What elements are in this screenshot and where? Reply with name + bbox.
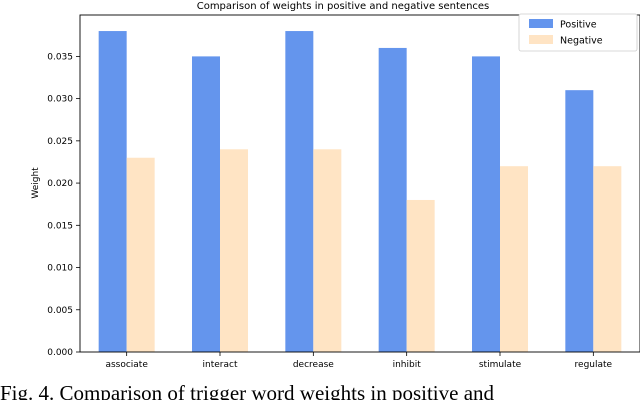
plot-area: 0.000 0.005 0.010 0.015 0.020 0.025 0.030 0.035… (47, 14, 640, 370)
bar-negative-stimulate (500, 166, 528, 352)
y-tick-label: 0.030 (47, 95, 73, 105)
y-tick-label: 0.020 (47, 179, 73, 189)
bar-positive-regulate (565, 90, 594, 353)
bar-negative-interact (220, 149, 248, 352)
bar-negative-decrease (313, 149, 342, 352)
legend: Positive Negative (518, 13, 638, 52)
bar-positive-interact (192, 56, 220, 353)
bar-positive-associate (98, 31, 127, 353)
figure-caption: Fig. 4. Comparison of trigger word weigh… (0, 381, 495, 400)
legend-swatch-positive (529, 19, 553, 28)
x-tick-label-inhibit: inhibit (393, 360, 422, 370)
y-axis-label: Weight (31, 167, 41, 199)
y-tick-label: 0.015 (47, 221, 73, 231)
bar-positive-inhibit (378, 47, 407, 352)
bar-positive-decrease (285, 31, 314, 353)
legend-label-positive: Positive (560, 20, 597, 31)
y-tick-label: 0.010 (47, 264, 73, 274)
axes-frame (79, 14, 640, 353)
x-tick-label-interact: interact (203, 360, 238, 370)
y-tick-label: 0.005 (47, 306, 73, 316)
bar-negative-regulate (593, 166, 622, 352)
y-tick-label: 0.035 (47, 52, 73, 62)
x-tick-label-associate: associate (105, 360, 148, 370)
y-tick-label: 0.000 (47, 348, 73, 358)
x-tick-label-decrease: decrease (293, 360, 334, 370)
chart-title: Comparison of weights in positive and ne… (197, 1, 490, 12)
legend-swatch-negative (529, 35, 553, 44)
legend-label-negative: Negative (560, 36, 603, 47)
bar-negative-inhibit (406, 199, 435, 352)
bar-positive-stimulate (472, 56, 500, 353)
x-tick-label-regulate: regulate (575, 360, 613, 370)
y-tick-label: 0.025 (47, 137, 73, 147)
bar-negative-associate (126, 157, 155, 352)
x-tick-label-stimulate: stimulate (479, 360, 522, 370)
